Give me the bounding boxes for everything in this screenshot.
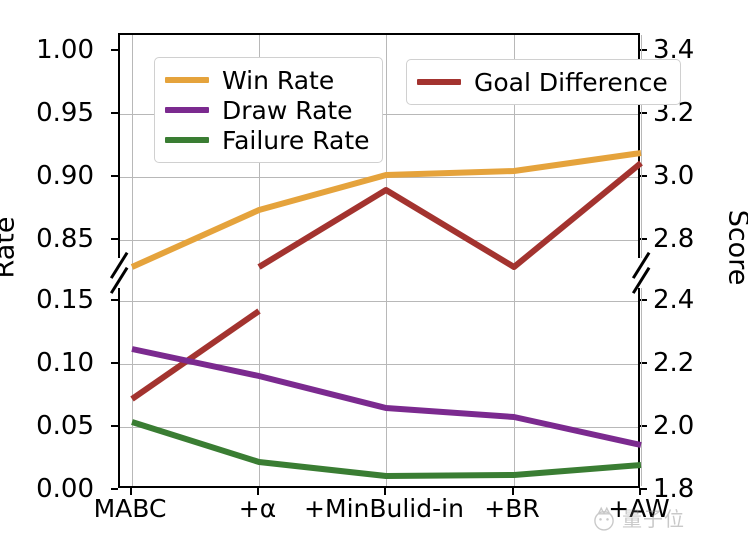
legend-item-goal-difference: Goal Difference bbox=[417, 67, 668, 97]
gridline-horizontal bbox=[120, 364, 638, 365]
x-axis-tick-label: +BR bbox=[484, 494, 540, 523]
y2-axis-tick-label: 3.4 bbox=[653, 35, 695, 65]
y2-axis-tick-label: 2.8 bbox=[653, 224, 695, 254]
series-line-goal-difference-upper bbox=[257, 160, 643, 270]
legend-swatch-draw-rate bbox=[165, 107, 209, 113]
x-axis-tick bbox=[384, 488, 386, 495]
legend-item-failure-rate: Failure Rate bbox=[165, 125, 370, 155]
series-line-win-rate bbox=[130, 150, 642, 270]
y-axis-tick-label: 1.00 bbox=[36, 35, 94, 65]
gridline-vertical bbox=[386, 35, 387, 486]
y2-axis-title: Score bbox=[722, 209, 748, 286]
legend-label-draw-rate: Draw Rate bbox=[222, 95, 353, 125]
y-axis-tick-label: 0.85 bbox=[36, 224, 94, 254]
axis-break-slash bbox=[631, 251, 651, 279]
y2-axis-tick bbox=[640, 49, 647, 51]
x-axis-tick bbox=[512, 488, 514, 495]
x-axis-tick bbox=[639, 488, 641, 495]
axis-break-mask-right bbox=[632, 258, 649, 288]
y-axis-tick-label: 0.05 bbox=[36, 411, 94, 441]
plot-area: Win Rate Draw Rate Failure Rate Goal Dif… bbox=[118, 33, 681, 488]
y-axis-tick bbox=[111, 49, 118, 51]
axis-break-slash bbox=[109, 251, 129, 279]
x-axis-tick-label: +α bbox=[238, 494, 277, 523]
axis-break-mask-left bbox=[110, 258, 127, 288]
axis-break-right bbox=[626, 251, 656, 294]
series-line-draw-rate bbox=[131, 346, 642, 448]
y2-axis-tick-label: 1.8 bbox=[653, 474, 695, 504]
y2-axis-tick bbox=[640, 175, 647, 177]
legend-swatch-goal-difference bbox=[417, 79, 461, 85]
gridline-vertical bbox=[132, 35, 133, 486]
legend-score-series: Goal Difference bbox=[406, 59, 681, 105]
y-axis-tick bbox=[111, 112, 118, 114]
gridline-vertical bbox=[514, 35, 515, 486]
y2-axis-tick-label: 2.0 bbox=[653, 411, 695, 441]
y-axis-tick bbox=[111, 488, 118, 490]
series-line-failure-rate bbox=[131, 419, 642, 479]
x-axis-tick-label: +AW bbox=[608, 494, 670, 523]
y-axis-tick bbox=[111, 238, 118, 240]
y-axis-tick bbox=[111, 299, 118, 301]
gridline-horizontal bbox=[120, 240, 638, 241]
y2-axis-tick bbox=[640, 112, 647, 114]
legend-label-win-rate: Win Rate bbox=[222, 65, 335, 95]
legend-item-win-rate: Win Rate bbox=[165, 65, 370, 95]
y2-axis-tick bbox=[640, 299, 647, 301]
x-axis-tick bbox=[257, 488, 259, 495]
legend-rate-series: Win Rate Draw Rate Failure Rate bbox=[154, 57, 383, 163]
y-axis-tick bbox=[111, 362, 118, 364]
y-axis-tick-label: 0.00 bbox=[36, 474, 94, 504]
y-axis-tick-label: 0.15 bbox=[36, 285, 94, 315]
y2-axis-tick-label: 3.0 bbox=[653, 161, 695, 191]
gridline-vertical bbox=[259, 35, 260, 486]
y2-axis-tick-label: 2.2 bbox=[653, 348, 695, 378]
y2-axis-tick bbox=[640, 488, 647, 490]
y-axis-tick-label: 0.10 bbox=[36, 348, 94, 378]
y-axis-title: Rate bbox=[0, 216, 21, 279]
y2-axis-tick bbox=[640, 362, 647, 364]
axis-break-left bbox=[104, 251, 134, 294]
x-axis-tick bbox=[130, 488, 132, 495]
x-axis-tick-label: MABC bbox=[93, 494, 167, 523]
watermark-text: 量子位 bbox=[622, 507, 685, 531]
legend-label-goal-difference: Goal Difference bbox=[474, 67, 668, 97]
legend-item-draw-rate: Draw Rate bbox=[165, 95, 370, 125]
qbitai-logo-icon bbox=[594, 506, 614, 531]
y2-axis-tick-label: 2.4 bbox=[653, 285, 695, 315]
y2-axis-tick bbox=[640, 238, 647, 240]
watermark: 量子位 bbox=[590, 503, 685, 532]
gridline-horizontal bbox=[120, 301, 638, 302]
series-line-goal-difference-lower bbox=[130, 308, 261, 402]
y-axis-tick-label: 0.95 bbox=[36, 98, 94, 128]
legend-swatch-win-rate bbox=[165, 77, 209, 83]
legend-label-failure-rate: Failure Rate bbox=[222, 125, 370, 155]
y-axis-tick-label: 0.90 bbox=[36, 161, 94, 191]
y-axis-tick bbox=[111, 175, 118, 177]
y2-axis-tick bbox=[640, 425, 647, 427]
series-container bbox=[130, 150, 643, 479]
legend-swatch-failure-rate bbox=[165, 137, 209, 143]
x-axis-tick-label: +MinBulid-in bbox=[304, 494, 464, 523]
gridline-horizontal bbox=[120, 427, 638, 428]
y-axis-tick bbox=[111, 425, 118, 427]
